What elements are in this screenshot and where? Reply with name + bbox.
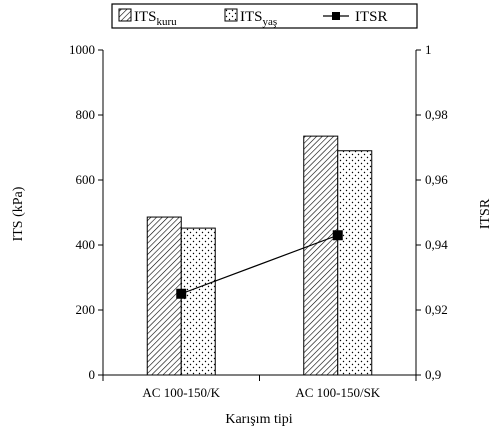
legend-swatch-its-kuru [118,8,132,22]
y-tick-label-right: 1 [425,42,432,57]
y-tick-label-right: 0,92 [425,302,448,317]
legend-label-its-yas: ITSyaş [240,9,277,28]
y-ticks-left: 0 200 400 600 800 1000 [69,42,103,382]
y-tick-label-left: 600 [76,172,96,187]
y-tick-label-right: 0,9 [425,367,441,382]
y-tick-label-right: 0,96 [425,172,448,187]
legend: ITSkuru ITSyaş ITSR [111,3,418,29]
legend-swatch-its-yas [224,8,238,22]
y-axis-title-right: ITSR [478,198,493,229]
y-tick-label-right: 0,98 [425,107,448,122]
y-tick-label-left: 400 [76,237,96,252]
bar [180,227,216,376]
y-tick-label-left: 1000 [69,42,95,57]
y-tick-label-left: 200 [76,302,96,317]
x-tick-label: AC 100-150/SK [295,385,380,400]
legend-label-its-kuru: ITSkuru [134,9,177,28]
y-tick-label-left: 800 [76,107,96,122]
bar [303,135,339,376]
y-tick-label-left: 0 [89,367,96,382]
itsr-marker [332,230,343,241]
bars [146,135,373,376]
y-axis-title-left: ITS (kPa) [11,186,26,241]
y-ticks-right: 0,9 0,92 0,94 0,96 0,98 1 [416,42,448,382]
bar [337,150,373,376]
itsr-line-series [176,230,343,299]
bar [146,216,182,376]
x-axis-title: Karışım tipi [225,412,292,427]
y-tick-label-right: 0,94 [425,237,448,252]
legend-label-itsr: ITSR [355,9,388,25]
legend-box [111,3,418,29]
x-ticks: AC 100-150/K AC 100-150/SK [102,375,417,400]
legend-marker-itsr [332,12,340,20]
itsr-line [181,234,338,295]
itsr-marker [176,288,187,299]
x-tick-label: AC 100-150/K [142,385,220,400]
